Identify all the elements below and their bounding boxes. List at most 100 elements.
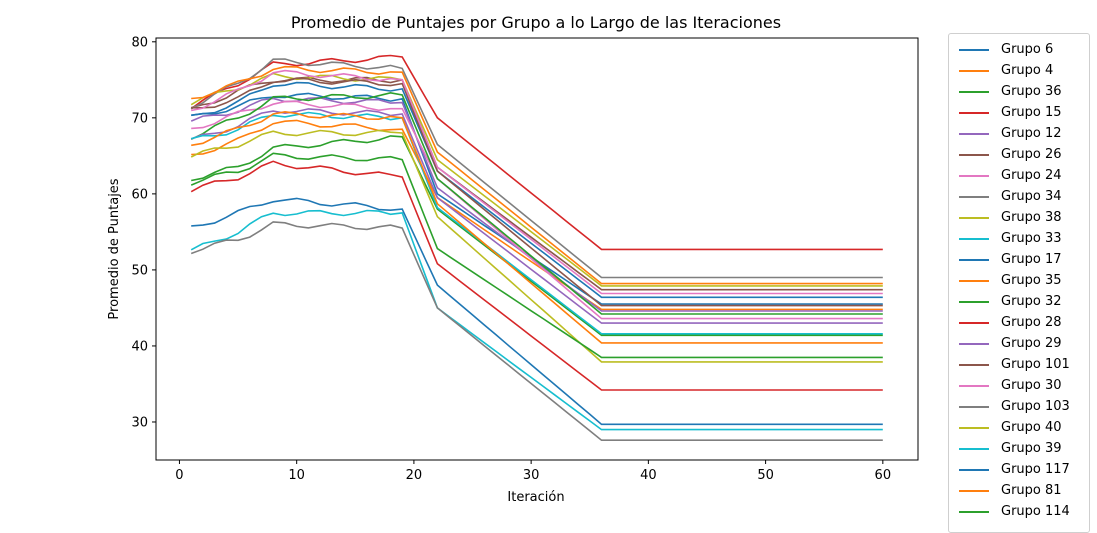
legend-swatch [959,132,989,135]
x-tick-label: 30 [523,468,540,483]
legend-label: Grupo 26 [1001,147,1062,162]
series-line-grupo-81 [191,110,883,344]
legend-swatch [959,258,989,261]
legend-item: Grupo 24 [959,165,1062,186]
y-tick-label: 40 [131,339,148,354]
legend-item: Grupo 29 [959,333,1062,354]
legend-swatch [959,426,989,429]
legend-label: Grupo 40 [1001,420,1062,435]
legend-label: Grupo 114 [1001,504,1070,519]
series-line-grupo-33 [190,209,883,431]
legend-label: Grupo 35 [1001,273,1062,288]
series-line-grupo-4 [191,119,883,311]
x-tick-label: 0 [175,468,183,483]
series-line-grupo-24 [191,100,883,320]
series-line-grupo-117 [191,197,883,426]
series-line-grupo-103 [190,221,883,441]
legend-swatch [959,489,989,492]
y-tick-label: 80 [131,35,148,50]
y-tick-label: 30 [131,415,148,430]
x-tick-label: 40 [640,468,657,483]
chart-legend: Grupo 6 Grupo 4 Grupo 36 Grupo 15 Grupo 12 Gr… [948,33,1090,533]
x-axis-label: Iteración [507,490,564,505]
legend-label: Grupo 103 [1001,399,1070,414]
chart-title: Promedio de Puntajes por Grupo a lo Larg… [291,13,781,32]
legend-item: Grupo 30 [959,375,1062,396]
x-tick-label: 60 [875,468,892,483]
legend-item: Grupo 101 [959,354,1070,375]
legend-swatch [959,195,989,198]
series-line-grupo-34 [190,58,883,279]
series-line-grupo-35 [191,65,883,285]
x-tick-label: 50 [757,468,774,483]
legend-label: Grupo 36 [1001,84,1062,99]
legend-swatch [959,405,989,408]
legend-label: Grupo 39 [1001,441,1062,456]
legend-item: Grupo 34 [959,186,1062,207]
legend-item: Grupo 4 [959,60,1053,81]
legend-item: Grupo 81 [959,480,1062,501]
legend-label: Grupo 33 [1001,231,1062,246]
legend-swatch [959,69,989,72]
series-line-grupo-15 [190,54,883,251]
legend-swatch [959,321,989,324]
legend-swatch [959,48,989,51]
legend-swatch [959,237,989,240]
legend-label: Grupo 28 [1001,315,1062,330]
legend-swatch [959,174,989,177]
legend-label: Grupo 6 [1001,42,1054,57]
series-line-grupo-40 [190,129,883,363]
legend-swatch [959,216,989,219]
x-tick-label: 20 [406,468,423,483]
legend-swatch [959,468,989,471]
y-tick-label: 70 [131,111,148,126]
legend-swatch [959,510,989,513]
legend-label: Grupo 17 [1001,252,1062,267]
legend-swatch [959,153,989,156]
legend-label: Grupo 81 [1001,483,1062,498]
legend-item: Grupo 28 [959,312,1062,333]
legend-label: Grupo 15 [1001,105,1062,120]
legend-swatch [959,90,989,93]
legend-label: Grupo 29 [1001,336,1062,351]
y-axis-ticks: 30 40 50 60 70 80 [131,35,156,430]
legend-item: Grupo 26 [959,144,1062,165]
legend-item: Grupo 103 [959,396,1070,417]
legend-label: Grupo 30 [1001,378,1062,393]
legend-swatch [959,300,989,303]
series-line-grupo-29 [190,108,883,324]
y-tick-label: 50 [131,263,148,278]
series-line-grupo-17 [191,81,883,299]
x-tick-label: 10 [288,468,305,483]
series-line-grupo-114 [190,152,883,359]
legend-item: Grupo 17 [959,249,1062,270]
series-line-grupo-38 [190,72,883,287]
legend-swatch [959,342,989,345]
legend-item: Grupo 33 [959,228,1062,249]
legend-label: Grupo 117 [1001,462,1070,477]
legend-swatch [959,111,989,114]
plot-frame [155,37,919,461]
series-lines [190,54,883,441]
legend-swatch [959,279,989,282]
legend-label: Grupo 24 [1001,168,1062,183]
legend-item: Grupo 117 [959,459,1070,480]
series-line-grupo-39 [191,111,883,335]
legend-item: Grupo 36 [959,81,1062,102]
y-tick-label: 60 [131,187,148,202]
series-line-grupo-28 [190,160,883,391]
legend-item: Grupo 32 [959,291,1062,312]
legend-swatch [959,363,989,366]
y-axis-label: Promedio de Puntajes [107,178,122,319]
line-chart: Promedio de Puntajes por Grupo a lo Larg… [107,13,919,505]
legend-item: Grupo 6 [959,39,1053,60]
legend-label: Grupo 12 [1001,126,1062,141]
legend-swatch [959,384,989,387]
series-line-grupo-36 [191,135,883,337]
legend-label: Grupo 4 [1001,63,1054,78]
legend-label: Grupo 38 [1001,210,1062,225]
legend-label: Grupo 34 [1001,189,1062,204]
series-line-grupo-101 [191,77,883,307]
series-line-grupo-32 [190,91,883,315]
legend-item: Grupo 15 [959,102,1062,123]
